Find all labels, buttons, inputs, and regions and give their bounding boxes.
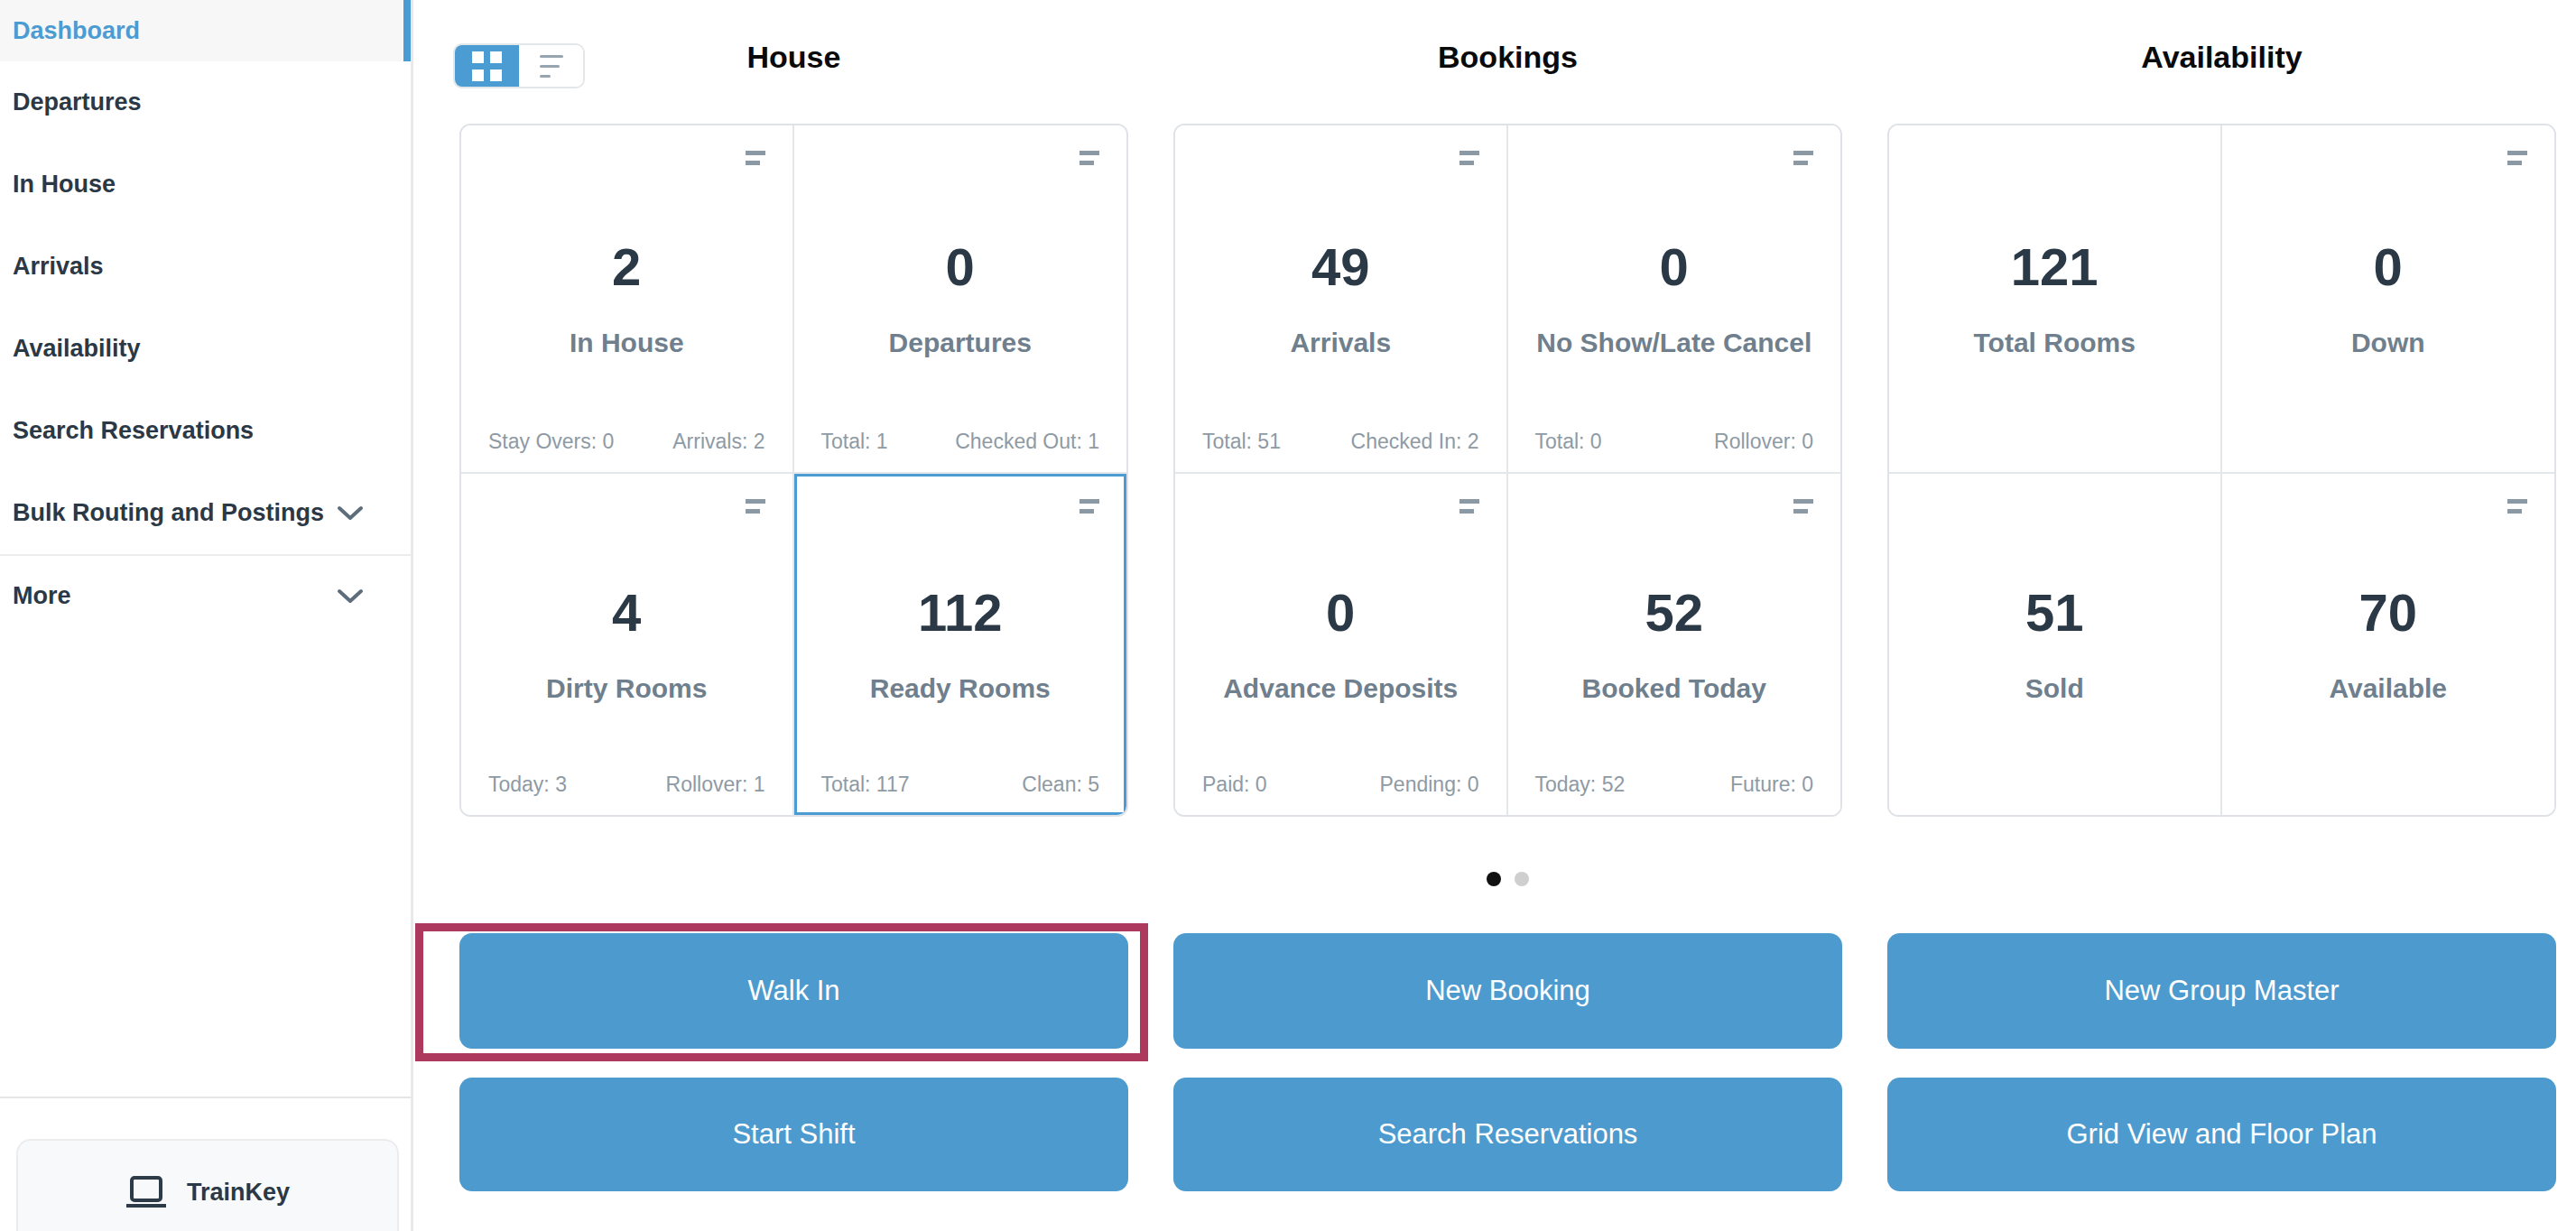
stat-card-ready-rooms[interactable]: 112 Ready Rooms Total: 117 Clean: 5 bbox=[794, 474, 1127, 815]
card-label: Available bbox=[2329, 675, 2447, 702]
card-value: 0 bbox=[946, 241, 975, 293]
stat-card-departures[interactable]: 0 Departures Total: 1 Checked Out: 1 bbox=[794, 125, 1127, 474]
stat-card-advance-deposits[interactable]: 0 Advance Deposits Paid: 0 Pending: 0 bbox=[1175, 474, 1508, 815]
card-stat: Arrivals: 2 bbox=[672, 430, 764, 454]
stat-card-dirty-rooms[interactable]: 4 Dirty Rooms Today: 3 Rollover: 1 bbox=[461, 474, 794, 815]
card-label: Booked Today bbox=[1582, 675, 1766, 702]
card-value: 0 bbox=[1660, 241, 1689, 293]
sidebar-item-label: In House bbox=[13, 171, 116, 199]
bookings-section: 49 Arrivals Total: 51 Checked In: 2 0 No… bbox=[1173, 124, 1842, 817]
card-label: Total Rooms bbox=[1974, 329, 2136, 356]
sidebar-item-more[interactable]: More bbox=[0, 554, 411, 636]
section-title-house: House bbox=[459, 34, 1128, 79]
stat-card-down[interactable]: 0 Down bbox=[2222, 125, 2555, 474]
card-label: Departures bbox=[889, 329, 1032, 356]
stat-card-in-house[interactable]: 2 In House Stay Overs: 0 Arrivals: 2 bbox=[461, 125, 794, 474]
sidebar-item-label: Departures bbox=[13, 88, 142, 116]
stat-card-booked-today[interactable]: 52 Booked Today Today: 52 Future: 0 bbox=[1508, 474, 1841, 815]
trainkey-label: TrainKey bbox=[187, 1179, 290, 1207]
card-stat: Total: 0 bbox=[1535, 430, 1602, 454]
card-label: Dirty Rooms bbox=[546, 675, 707, 702]
sidebar-item-search-reservations[interactable]: Search Reservations bbox=[0, 390, 411, 472]
card-label: Sold bbox=[2025, 675, 2084, 702]
carousel-dots bbox=[1173, 872, 1842, 886]
card-label: Ready Rooms bbox=[870, 675, 1051, 702]
card-value: 2 bbox=[612, 241, 641, 293]
carousel-dot-active[interactable] bbox=[1487, 872, 1501, 886]
stat-card-available[interactable]: 70 Available bbox=[2222, 474, 2555, 815]
sidebar-item-label: Bulk Routing and Postings bbox=[13, 499, 324, 527]
search-reservations-button[interactable]: Search Reservations bbox=[1173, 1078, 1842, 1191]
card-value: 70 bbox=[2358, 587, 2417, 639]
stat-card-total-rooms[interactable]: 121 Total Rooms bbox=[1889, 125, 2222, 474]
card-stat: Rollover: 0 bbox=[1714, 430, 1813, 454]
card-value: 0 bbox=[1326, 587, 1355, 639]
card-label: Advance Deposits bbox=[1223, 675, 1458, 702]
card-stat: Rollover: 1 bbox=[666, 773, 765, 797]
grid-view-floor-plan-button[interactable]: Grid View and Floor Plan bbox=[1887, 1078, 2556, 1191]
sidebar-item-in-house[interactable]: In House bbox=[0, 143, 411, 226]
sidebar-divider bbox=[0, 1097, 411, 1098]
card-value: 121 bbox=[2011, 241, 2099, 293]
new-booking-button[interactable]: New Booking bbox=[1173, 933, 1842, 1049]
card-value: 51 bbox=[2025, 587, 2084, 639]
card-label: No Show/Late Cancel bbox=[1536, 329, 1812, 356]
card-value: 112 bbox=[918, 587, 1003, 639]
card-label: Arrivals bbox=[1290, 329, 1391, 356]
stat-card-no-show-late-cancel[interactable]: 0 No Show/Late Cancel Total: 0 Rollover:… bbox=[1508, 125, 1841, 474]
chevron-down-icon bbox=[337, 505, 364, 522]
card-stat: Future: 0 bbox=[1730, 773, 1813, 797]
carousel-dot[interactable] bbox=[1515, 872, 1529, 886]
availability-section: 121 Total Rooms 0 Down 51 Sold 70 Availa… bbox=[1887, 124, 2556, 817]
sidebar-scrollbar-thumb[interactable] bbox=[403, 0, 411, 61]
card-stat: Checked Out: 1 bbox=[955, 430, 1099, 454]
card-stat: Total: 51 bbox=[1202, 430, 1281, 454]
new-group-master-button[interactable]: New Group Master bbox=[1887, 933, 2556, 1049]
card-stat: Pending: 0 bbox=[1380, 773, 1479, 797]
sidebar-item-label: Arrivals bbox=[13, 253, 104, 281]
sidebar-item-label: Dashboard bbox=[13, 17, 140, 45]
card-stat: Paid: 0 bbox=[1202, 773, 1267, 797]
card-stat: Today: 52 bbox=[1535, 773, 1626, 797]
card-value: 52 bbox=[1645, 587, 1703, 639]
section-title-availability: Availability bbox=[1887, 34, 2556, 79]
card-stat: Today: 3 bbox=[488, 773, 567, 797]
sidebar: Dashboard Departures In House Arrivals A… bbox=[0, 0, 413, 1231]
section-title-bookings: Bookings bbox=[1173, 34, 1842, 79]
sidebar-item-label: Availability bbox=[13, 335, 141, 363]
card-stat: Clean: 5 bbox=[1022, 773, 1099, 797]
sidebar-item-dashboard[interactable]: Dashboard bbox=[0, 0, 411, 61]
card-stat: Checked In: 2 bbox=[1351, 430, 1479, 454]
card-stat: Total: 117 bbox=[821, 773, 910, 797]
stat-card-arrivals[interactable]: 49 Arrivals Total: 51 Checked In: 2 bbox=[1175, 125, 1508, 474]
trainkey-button[interactable]: TrainKey bbox=[16, 1139, 399, 1231]
house-section: 2 In House Stay Overs: 0 Arrivals: 2 0 D… bbox=[459, 124, 1128, 817]
card-label: Down bbox=[2351, 329, 2425, 356]
sidebar-item-label: Search Reservations bbox=[13, 417, 254, 445]
card-value: 49 bbox=[1311, 241, 1370, 293]
card-value: 4 bbox=[612, 587, 641, 639]
sidebar-item-availability[interactable]: Availability bbox=[0, 308, 411, 390]
card-stat: Total: 1 bbox=[821, 430, 888, 454]
dashboard-page: Dashboard Departures In House Arrivals A… bbox=[0, 0, 2576, 1231]
sidebar-item-departures[interactable]: Departures bbox=[0, 61, 411, 143]
sidebar-item-bulk-routing-and-postings[interactable]: Bulk Routing and Postings bbox=[0, 472, 411, 554]
chevron-down-icon bbox=[337, 588, 364, 605]
start-shift-button[interactable]: Start Shift bbox=[459, 1078, 1128, 1191]
laptop-icon bbox=[125, 1176, 167, 1208]
stat-card-sold[interactable]: 51 Sold bbox=[1889, 474, 2222, 815]
card-value: 0 bbox=[2374, 241, 2403, 293]
card-label: In House bbox=[570, 329, 684, 356]
card-stat: Stay Overs: 0 bbox=[488, 430, 614, 454]
sidebar-item-label: More bbox=[13, 582, 71, 610]
sidebar-item-arrivals[interactable]: Arrivals bbox=[0, 226, 411, 308]
walk-in-button[interactable]: Walk In bbox=[459, 933, 1128, 1049]
